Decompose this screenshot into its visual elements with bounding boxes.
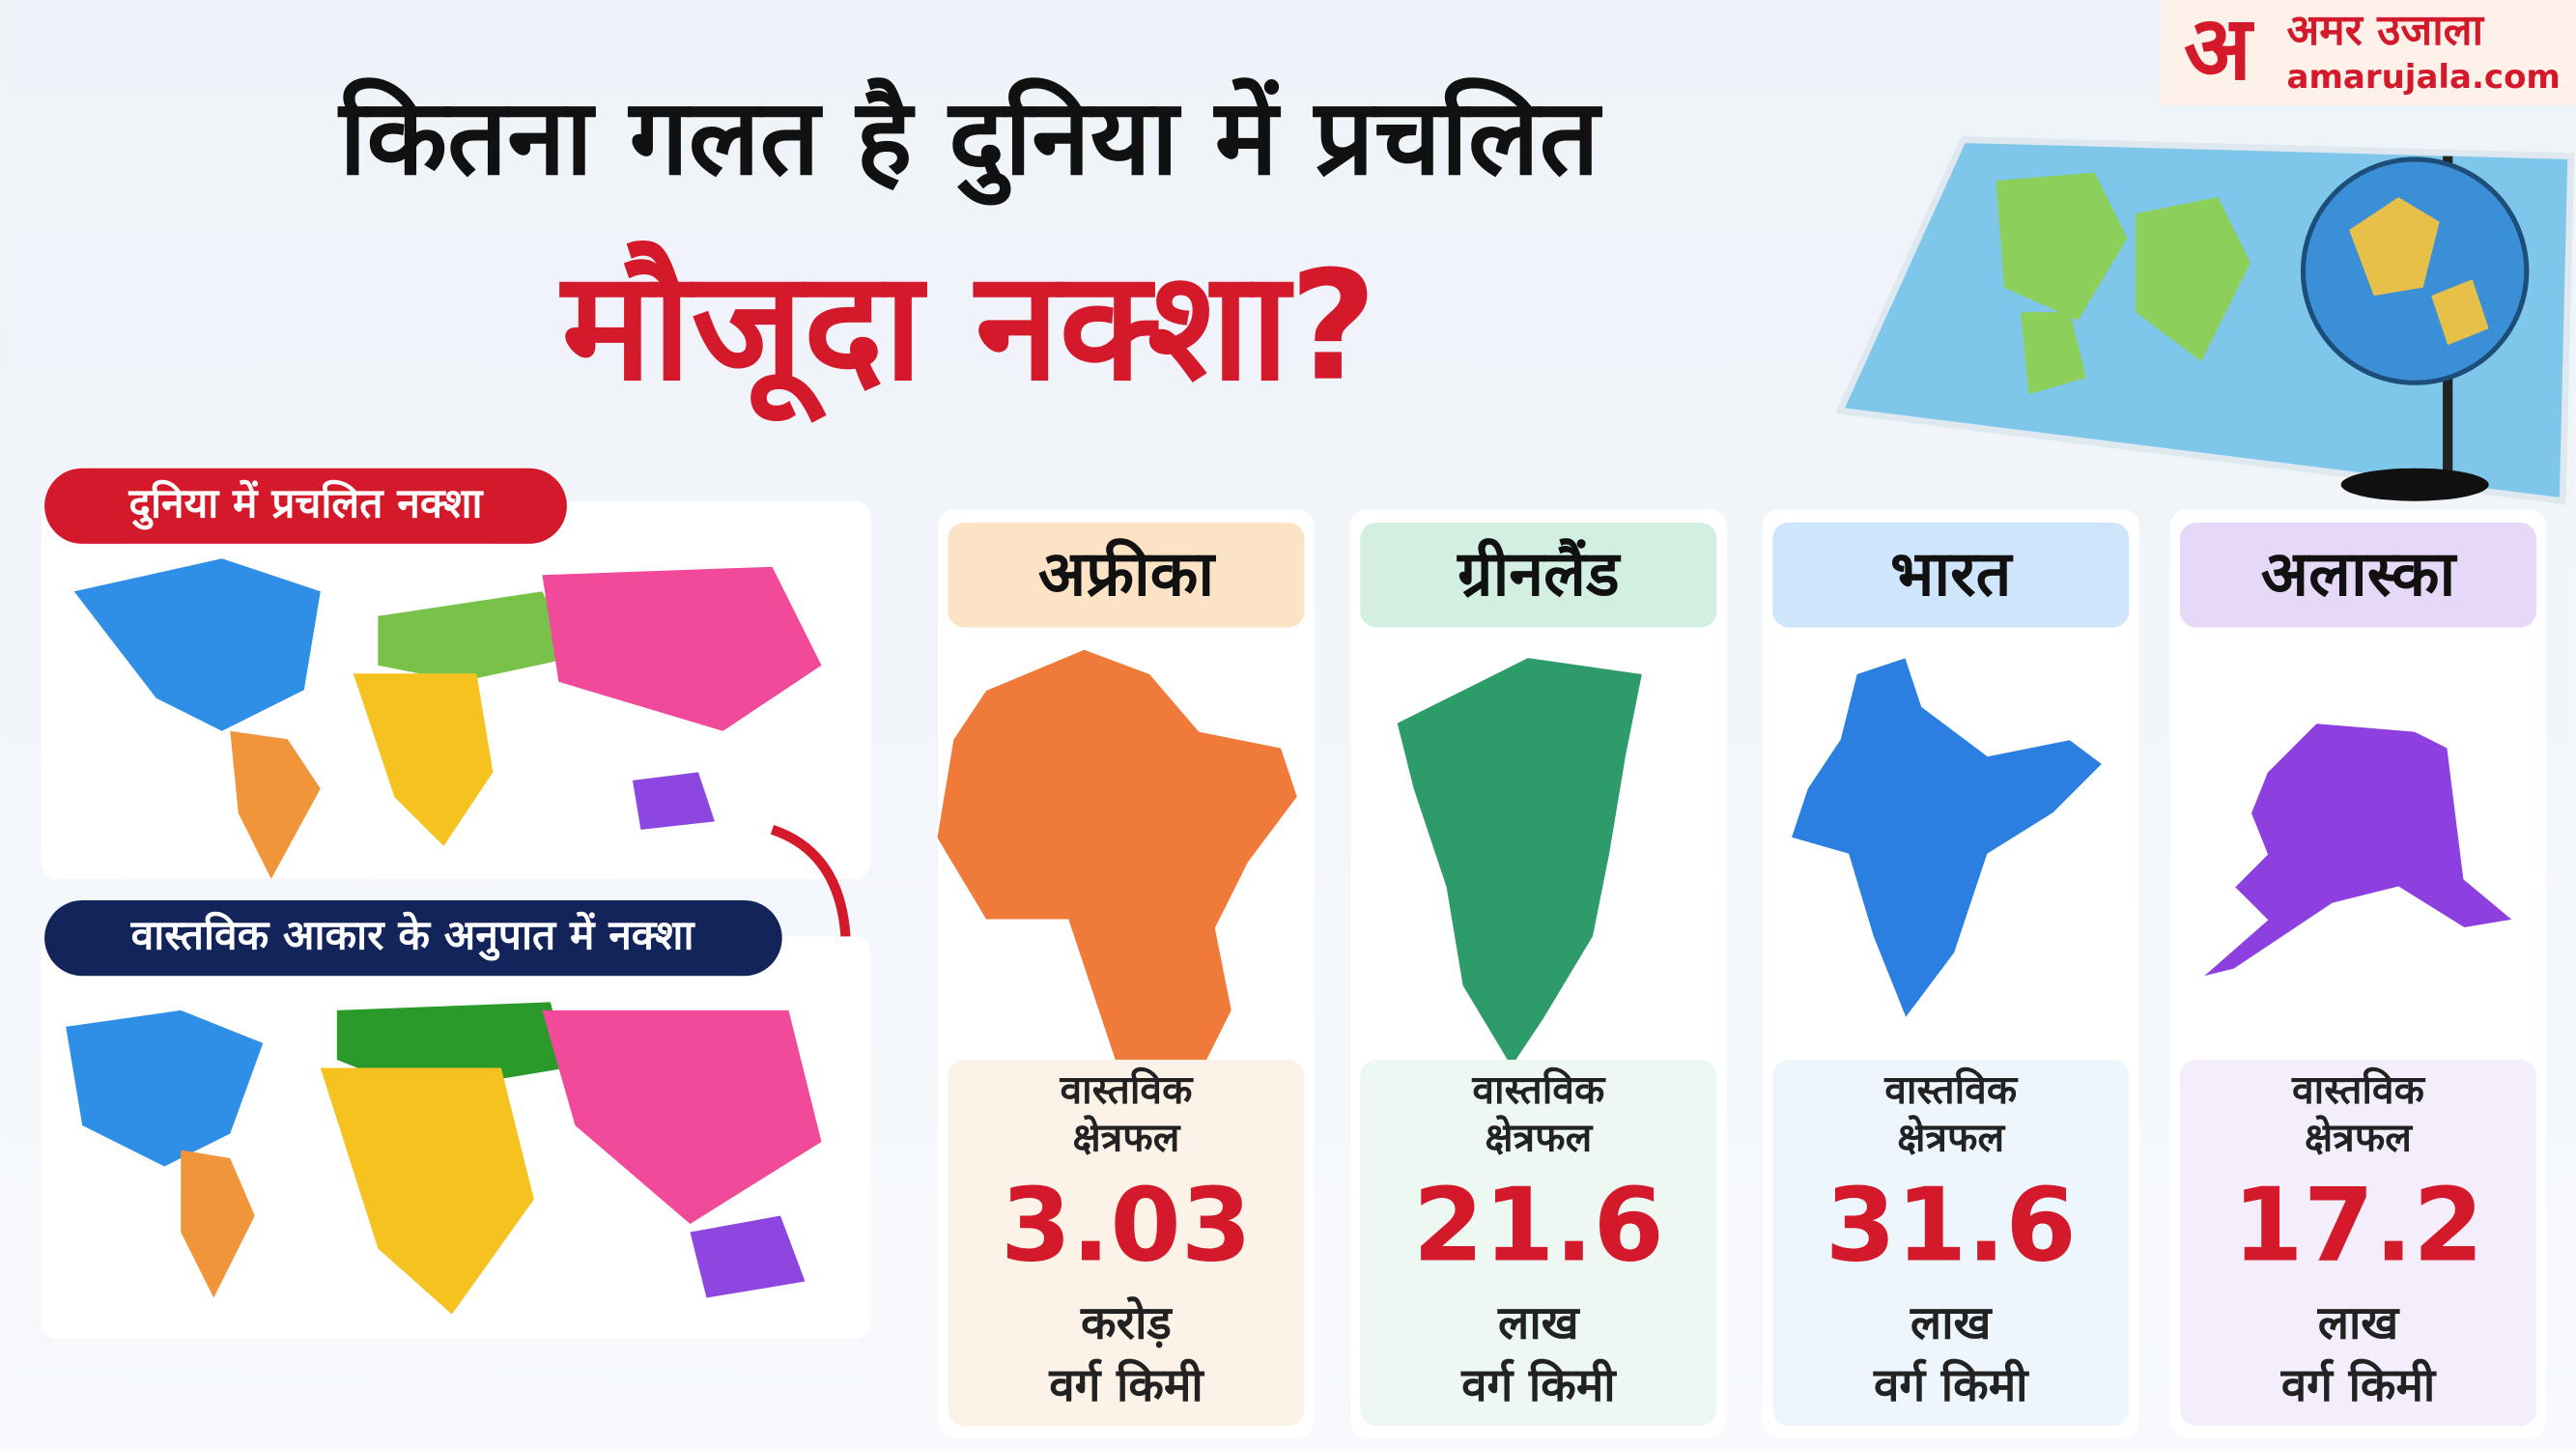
card-title: भारत	[1890, 538, 2014, 611]
caption-line1: वास्तविक	[2291, 1066, 2426, 1113]
australia	[690, 1215, 806, 1298]
north-america	[73, 558, 321, 731]
area-value: 21.6	[1413, 1165, 1664, 1284]
globe-land	[2349, 197, 2489, 346]
unit-line2: वर्ग किमी	[2280, 1358, 2437, 1412]
area-value: 3.03	[1001, 1165, 1252, 1284]
title-line2: मौजूदा नक्शा?	[559, 239, 1377, 424]
card-body	[1360, 1059, 1717, 1427]
unit-line1: लाख	[2317, 1296, 2401, 1350]
arrow	[770, 825, 852, 953]
logo-mark: अ	[2184, 0, 2254, 100]
label-pill	[44, 468, 567, 544]
europe	[378, 591, 576, 682]
caption-line2: क्षेत्रफल	[1485, 1114, 1593, 1160]
map-globe-illustration	[1834, 136, 2575, 505]
caption-line2: क्षेत्रफल	[2305, 1114, 2413, 1160]
true-map-panel: वास्तविक आकार के अनुपात में नक्शा	[41, 899, 871, 1340]
unit-line2: वर्ग किमी	[1873, 1358, 2029, 1412]
africa	[320, 1067, 534, 1315]
card-header	[948, 522, 1305, 628]
south-america	[181, 1150, 255, 1298]
unit-line2: वर्ग किमी	[1048, 1358, 1204, 1412]
caption-line1: वास्तविक	[1471, 1066, 1606, 1113]
region-shape	[935, 647, 1299, 1119]
logo-site: amarujala.com	[2287, 58, 2561, 97]
logo-box	[2160, 0, 2576, 105]
globe-base	[2340, 468, 2489, 501]
caption-line1: वास्तविक	[1883, 1066, 2019, 1113]
card-title: अलास्का	[2261, 538, 2458, 611]
unit-line1: लाख	[1910, 1296, 1994, 1350]
card-header	[1360, 522, 1717, 628]
caption-line2: क्षेत्रफल	[1897, 1114, 2005, 1160]
area-value: 17.2	[2232, 1165, 2483, 1284]
region-shape	[2200, 722, 2516, 979]
caption-line2: क्षेत्रफल	[1073, 1114, 1181, 1160]
caption-line1: वास्तविक	[1059, 1066, 1194, 1113]
current-map-label: दुनिया में प्रचलित नक्शा	[127, 479, 484, 529]
region-shape	[1395, 656, 1644, 1070]
card-body	[948, 1059, 1305, 1427]
map-land	[1996, 172, 2251, 395]
true-map-label: वास्तविक आकार के अनुपात में नक्शा	[130, 912, 696, 962]
card-title: अफ्रीका	[1038, 538, 1217, 611]
title-line1: कितना गलत है दुनिया में प्रचलित	[337, 75, 1602, 206]
unit-line2: वर्ग किमी	[1460, 1358, 1617, 1412]
north-america	[66, 1009, 264, 1167]
current-map-panel: दुनिया में प्रचलित नक्शा	[41, 468, 871, 879]
card-body	[1772, 1059, 2130, 1427]
card-header	[2179, 522, 2537, 628]
unit-line1: लाख	[1497, 1296, 1581, 1350]
card-title: ग्रीनलैंड	[1456, 538, 1622, 611]
area-value: 31.6	[1826, 1165, 2077, 1284]
label-pill	[44, 899, 782, 977]
region-shape	[1789, 656, 2105, 1021]
asia	[542, 566, 822, 731]
logo-name: अमर उजाला	[2287, 6, 2485, 55]
australia	[632, 772, 715, 830]
card-header	[1772, 522, 2130, 628]
unit-line1: करोड़	[1080, 1295, 1173, 1350]
card-body	[2179, 1059, 2537, 1427]
africa	[353, 673, 494, 846]
asia	[542, 1009, 822, 1225]
logo: अ अमर उजाला amarujala.com	[2160, 0, 2576, 105]
